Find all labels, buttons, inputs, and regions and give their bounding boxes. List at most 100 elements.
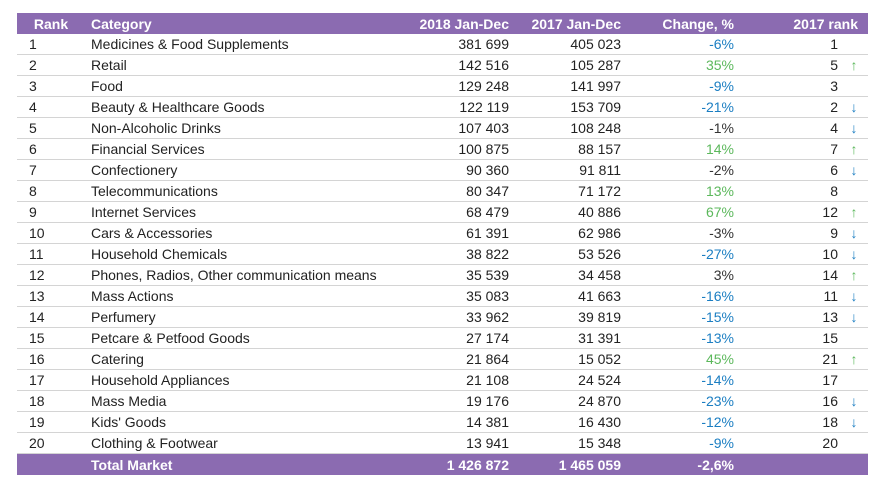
prev-rank: 5 [830, 57, 838, 73]
prev-rank-cell: 17 [740, 369, 868, 391]
rank: 13 [17, 285, 85, 307]
prev-rank-cell: 6 ↓ [740, 159, 868, 181]
category: Medicines & Food Supplements [85, 34, 405, 55]
ranking-table: Rank Category 2018 Jan-Dec 2017 Jan-Dec Chan… [17, 13, 868, 475]
change: 3% [627, 264, 740, 286]
change: 67% [627, 201, 740, 223]
category: Telecommunications [85, 180, 405, 202]
category: Perfumery [85, 306, 405, 328]
value-2017: 15 052 [515, 348, 627, 370]
table-row: 19 Kids' Goods 14 381 16 430 -12% 18 ↓ [17, 411, 868, 433]
category: Non-Alcoholic Drinks [85, 117, 405, 139]
prev-rank: 8 [830, 183, 838, 199]
value-2017: 53 526 [515, 243, 627, 265]
rank: 16 [17, 348, 85, 370]
prev-rank: 9 [830, 225, 838, 241]
prev-rank: 2 [830, 99, 838, 115]
category: Mass Actions [85, 285, 405, 307]
rank: 5 [17, 117, 85, 139]
prev-rank: 7 [830, 141, 838, 157]
category: Retail [85, 54, 405, 76]
rank: 1 [17, 34, 85, 55]
value-2018: 107 403 [405, 117, 515, 139]
table-row: 16 Catering 21 864 15 052 45% 21 ↑ [17, 348, 868, 370]
category: Phones, Radios, Other communication mean… [85, 264, 405, 286]
rank: 2 [17, 54, 85, 76]
prev-rank-cell: 1 [740, 34, 868, 55]
trend-arrow: ↓ [850, 225, 858, 241]
total-value: 1 465 059 [515, 453, 627, 475]
value-2018: 90 360 [405, 159, 515, 181]
change: -27% [627, 243, 740, 265]
value-2017: 62 986 [515, 222, 627, 244]
value-2018: 61 391 [405, 222, 515, 244]
rank: 3 [17, 75, 85, 97]
trend-arrow: ↑ [850, 267, 858, 283]
rank: 6 [17, 138, 85, 160]
prev-rank: 12 [822, 204, 838, 220]
category: Food [85, 75, 405, 97]
prev-rank-cell: 16 ↓ [740, 390, 868, 412]
table-row: 9 Internet Services 68 479 40 886 67% 12 ↑ [17, 201, 868, 223]
value-2018: 142 516 [405, 54, 515, 76]
rank: 19 [17, 411, 85, 433]
total-spacer [17, 453, 85, 475]
category: Financial Services [85, 138, 405, 160]
value-2018: 122 119 [405, 96, 515, 118]
prev-rank-cell: 21 ↑ [740, 348, 868, 370]
rank: 15 [17, 327, 85, 349]
prev-rank-cell: 20 [740, 432, 868, 454]
table-row: 4 Beauty & Healthcare Goods 122 119 153 709… [17, 96, 868, 118]
change: -12% [627, 411, 740, 433]
value-2017: 405 023 [515, 34, 627, 55]
prev-rank: 4 [830, 120, 838, 136]
change: 14% [627, 138, 740, 160]
value-2017: 153 709 [515, 96, 627, 118]
table-row: 1 Medicines & Food Supplements 381 699 405 … [17, 34, 868, 55]
total-label: Total Market [85, 453, 405, 475]
change: -21% [627, 96, 740, 118]
change: -14% [627, 369, 740, 391]
prev-rank-cell: 2 ↓ [740, 96, 868, 118]
value-2018: 13 941 [405, 432, 515, 454]
table-row: 14 Perfumery 33 962 39 819 -15% 13 ↓ [17, 306, 868, 328]
value-2018: 21 864 [405, 348, 515, 370]
prev-rank-cell: 9 ↓ [740, 222, 868, 244]
value-2018: 129 248 [405, 75, 515, 97]
column-header: Change, % [627, 13, 740, 34]
value-2018: 21 108 [405, 369, 515, 391]
prev-rank-cell: 5 ↑ [740, 54, 868, 76]
value-2018: 27 174 [405, 327, 515, 349]
prev-rank: 20 [822, 435, 838, 451]
value-2017: 88 157 [515, 138, 627, 160]
value-2018: 381 699 [405, 34, 515, 55]
value-2017: 39 819 [515, 306, 627, 328]
total-value: -2,6% [627, 453, 740, 475]
trend-arrow: ↓ [850, 309, 858, 325]
category: Beauty & Healthcare Goods [85, 96, 405, 118]
table-row: 20 Clothing & Footwear 13 941 15 348 -9% 20 [17, 432, 868, 454]
category: Petcare & Petfood Goods [85, 327, 405, 349]
table-row: 12 Phones, Radios, Other communication me… [17, 264, 868, 286]
table-row: 17 Household Appliances 21 108 24 524 -14% 17 [17, 369, 868, 391]
value-2017: 40 886 [515, 201, 627, 223]
trend-arrow: ↑ [850, 204, 858, 220]
value-2017: 105 287 [515, 54, 627, 76]
value-2017: 141 997 [515, 75, 627, 97]
rank: 7 [17, 159, 85, 181]
prev-rank: 16 [822, 393, 838, 409]
change: 35% [627, 54, 740, 76]
rank: 14 [17, 306, 85, 328]
value-2018: 35 539 [405, 264, 515, 286]
trend-arrow: ↓ [850, 393, 858, 409]
value-2018: 68 479 [405, 201, 515, 223]
table-wrap: Rank Category 2018 Jan-Dec 2017 Jan-Dec Chan… [17, 13, 868, 475]
value-2017: 15 348 [515, 432, 627, 454]
change: -3% [627, 222, 740, 244]
rank: 4 [17, 96, 85, 118]
column-header: Rank [17, 13, 85, 34]
change: -2% [627, 159, 740, 181]
prev-rank-cell: 11 ↓ [740, 285, 868, 307]
trend-arrow: ↓ [850, 288, 858, 304]
value-2017: 24 870 [515, 390, 627, 412]
